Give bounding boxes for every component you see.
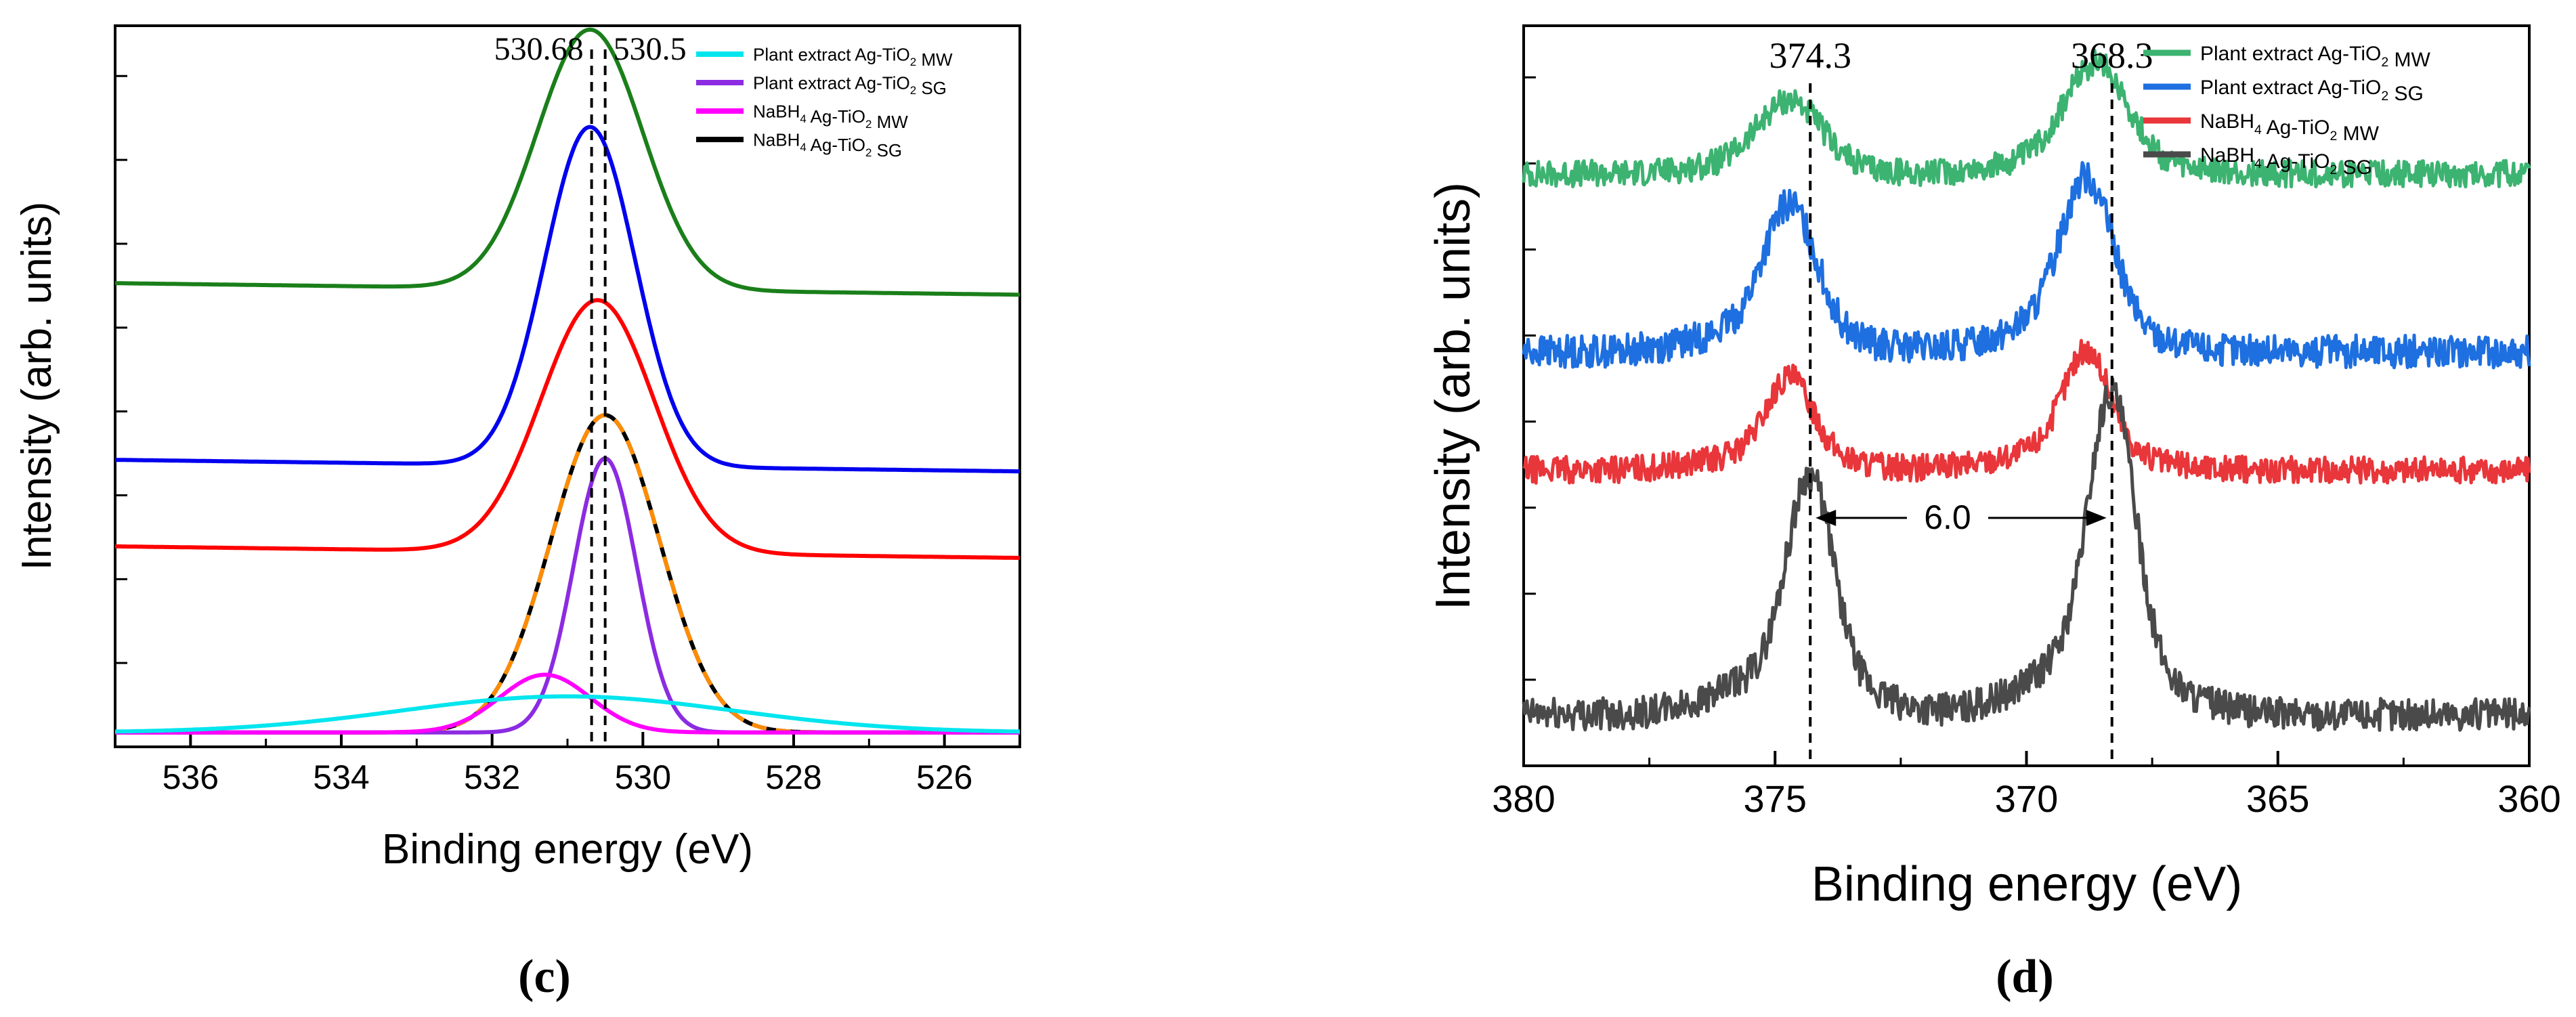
x-tick-label: 360 <box>2497 777 2560 820</box>
legend-entry: NaBH4 Ag-TiO2 SG <box>2200 144 2372 179</box>
series-line <box>114 456 1021 735</box>
annotation-label-bg <box>1906 494 1988 533</box>
series-line <box>1522 377 2531 732</box>
legend-entry: NaBH4 Ag-TiO2 SG <box>753 129 902 160</box>
series-line <box>114 672 1021 735</box>
panel-d: 380 375 370 365 360 374.3 368.3 6.0 Plant ext… <box>1426 24 2561 1003</box>
series-group-d <box>1522 48 2531 732</box>
peak-separation-annotation: 6.0 <box>1816 494 2107 536</box>
x-ticks-c: 536 534 532 530 528 526 <box>114 732 1021 796</box>
legend-entry: NaBH4 Ag-TiO2 MW <box>753 101 908 132</box>
y-axis-label-c: Intensity (arb. units) <box>14 202 60 570</box>
arrow-head-right <box>2086 509 2107 526</box>
x-tick-label: 380 <box>1492 777 1555 820</box>
panel-c: 536 534 532 530 528 526 530.68 530.5 Plant ext… <box>14 24 1021 1003</box>
series-line <box>1522 160 2531 370</box>
legend-d: Plant extract Ag-TiO2 MW Plant extract Ag… <box>2143 43 2431 179</box>
x-tick-label: 365 <box>2246 777 2309 820</box>
series-line <box>114 298 1021 560</box>
series-group-c <box>114 27 1021 735</box>
x-tick-label: 532 <box>464 758 520 796</box>
y-axis-label-d: Intensity (arb. units) <box>1426 182 1480 610</box>
x-tick-label: 370 <box>1995 777 2058 820</box>
x-tick-label: 536 <box>163 758 219 796</box>
x-tick-label: 526 <box>916 758 972 796</box>
series-line <box>1522 339 2531 485</box>
legend-entry: NaBH4 Ag-TiO2 MW <box>2200 110 2380 145</box>
reference-line-label: 530.5 <box>614 31 687 67</box>
reference-line-label: 368.3 <box>2071 35 2153 76</box>
series-line <box>114 125 1021 474</box>
x-tick-label: 530 <box>615 758 671 796</box>
legend-entry: Plant extract Ag-TiO2 MW <box>2200 43 2431 71</box>
panel-label-d: (d) <box>1996 951 2054 1003</box>
legend-entry: Plant extract Ag-TiO2 SG <box>2200 77 2424 105</box>
x-tick-label: 375 <box>1744 777 1807 820</box>
legend-entry: Plant extract Ag-TiO2 MW <box>753 44 953 70</box>
y-ticks-c <box>115 74 127 664</box>
reference-line-label: 530.68 <box>494 31 584 67</box>
x-axis-label-c: Binding energy (eV) <box>382 826 753 873</box>
reference-lines-d: 374.3 368.3 <box>1769 35 2153 766</box>
reference-line-label: 374.3 <box>1769 35 1851 76</box>
x-axis-label-d: Binding energy (eV) <box>1811 857 2242 911</box>
x-tick-label: 528 <box>765 758 821 796</box>
series-line <box>114 27 1021 297</box>
panel-label-c: (c) <box>518 951 571 1003</box>
arrow-head-left <box>1816 509 1837 526</box>
y-ticks-d <box>1524 76 1536 681</box>
annotation-label: 6.0 <box>1924 498 1971 536</box>
x-tick-label: 534 <box>313 758 369 796</box>
x-ticks-d: 380 375 370 365 360 <box>1492 751 2561 820</box>
series-line <box>114 694 1021 734</box>
series-line <box>1522 48 2531 189</box>
reference-lines-c: 530.68 530.5 <box>494 31 687 747</box>
legend-entry: Plant extract Ag-TiO2 SG <box>753 72 947 98</box>
plot-frame-c <box>114 24 1021 748</box>
